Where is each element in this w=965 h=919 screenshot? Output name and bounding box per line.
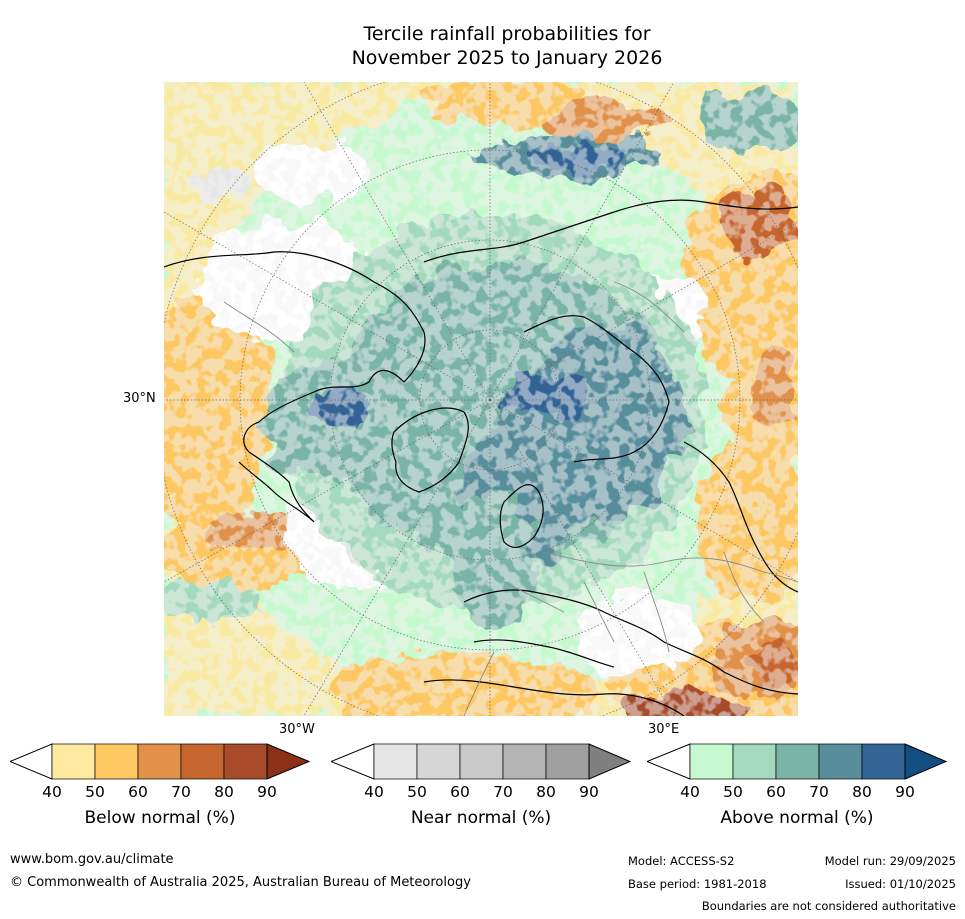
colorbar-above-normal — [647, 743, 947, 781]
colorbar-below-bin-80 — [223, 743, 268, 780]
colorbar-near-bin-80 — [545, 743, 590, 780]
colorbar-near-label: Near normal (%) — [410, 808, 552, 828]
tick-60: 60 — [450, 783, 470, 801]
colorbar-above-label: Above normal (%) — [720, 808, 874, 828]
base-period: Base period: 1981-2018 — [628, 877, 767, 891]
graticule — [164, 82, 798, 716]
colorbar-below-bin-70 — [180, 743, 225, 780]
colorbar-below-bin-60 — [137, 743, 182, 780]
tick-50: 50 — [407, 783, 427, 801]
model-name: Model: ACCESS-S2 — [628, 854, 735, 868]
tick-90: 90 — [895, 783, 915, 801]
colorbar-above-bin-80 — [861, 743, 906, 780]
model-run-date: Model run: 29/09/2025 — [824, 854, 956, 868]
copyright-text: © Commonwealth of Australia 2025, Austra… — [10, 875, 471, 890]
colorbar-below-normal — [10, 743, 310, 781]
tick-90: 90 — [579, 783, 599, 801]
colorbar-above-bin-40 — [689, 743, 734, 780]
colorbar-below-bin-40 — [51, 743, 96, 780]
colorbar-above-max-triangle — [904, 743, 947, 780]
tick-40: 40 — [42, 783, 62, 801]
colorbar-near-normal — [331, 743, 631, 781]
tick-70: 70 — [493, 783, 513, 801]
tick-60: 60 — [766, 783, 786, 801]
colorbar-below-min-triangle — [10, 743, 53, 780]
colorbar-above-min-triangle — [647, 743, 691, 780]
tick-40: 40 — [364, 783, 384, 801]
tick-70: 70 — [171, 783, 191, 801]
tick-60: 60 — [128, 783, 148, 801]
lon-label-30w: 30°W — [279, 722, 315, 737]
lon-label-30e: 30°E — [648, 722, 680, 737]
colorbar-below-max-triangle — [266, 743, 310, 780]
colorbar-above-bin-70 — [818, 743, 863, 780]
tick-70: 70 — [809, 783, 829, 801]
colorbar-near-bin-60 — [459, 743, 504, 780]
colorbar-near-bin-70 — [502, 743, 547, 780]
boundaries-disclaimer: Boundaries are not considered authoritat… — [701, 899, 956, 913]
tick-40: 40 — [680, 783, 700, 801]
tick-80: 80 — [214, 783, 234, 801]
colorbar-below-bin-50 — [94, 743, 139, 780]
tick-80: 80 — [852, 783, 872, 801]
colorbar-above-bin-60 — [775, 743, 820, 780]
coastlines — [164, 199, 798, 716]
colorbar-near-min-triangle — [331, 743, 375, 780]
tick-50: 50 — [723, 783, 743, 801]
polar-stereographic-map — [164, 82, 798, 716]
colorbar-above-bin-50 — [732, 743, 777, 780]
colorbar-near-max-triangle — [588, 743, 631, 780]
map-title: Tercile rainfall probabilities for Novem… — [0, 22, 965, 70]
title-line-1: Tercile rainfall probabilities for — [363, 23, 651, 45]
colorbar-below-label: Below normal (%) — [84, 808, 236, 828]
tick-80: 80 — [536, 783, 556, 801]
tick-90: 90 — [257, 783, 277, 801]
country-borders — [223, 281, 798, 716]
tick-50: 50 — [85, 783, 105, 801]
lat-label-30n: 30°N — [123, 391, 156, 406]
title-line-2: November 2025 to January 2026 — [351, 47, 663, 69]
colorbar-near-bin-50 — [416, 743, 461, 780]
issued-date: Issued: 01/10/2025 — [845, 877, 956, 891]
colorbar-near-bin-40 — [373, 743, 418, 780]
website-link[interactable]: www.bom.gov.au/climate — [10, 852, 174, 867]
